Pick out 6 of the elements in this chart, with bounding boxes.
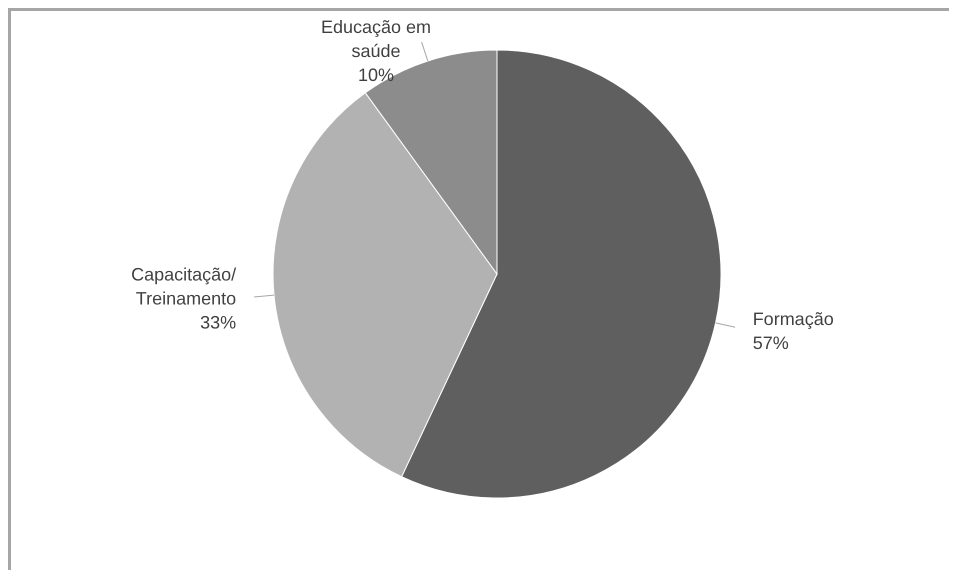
slice-label: Educação em saúde <box>321 17 432 61</box>
data-label: 57% <box>752 333 789 354</box>
data-label: 10% <box>358 65 394 85</box>
data-label: 33% <box>200 312 236 333</box>
slice-label: Formação <box>752 309 834 330</box>
slice-label: Capacitação/Treinamento <box>131 264 236 309</box>
